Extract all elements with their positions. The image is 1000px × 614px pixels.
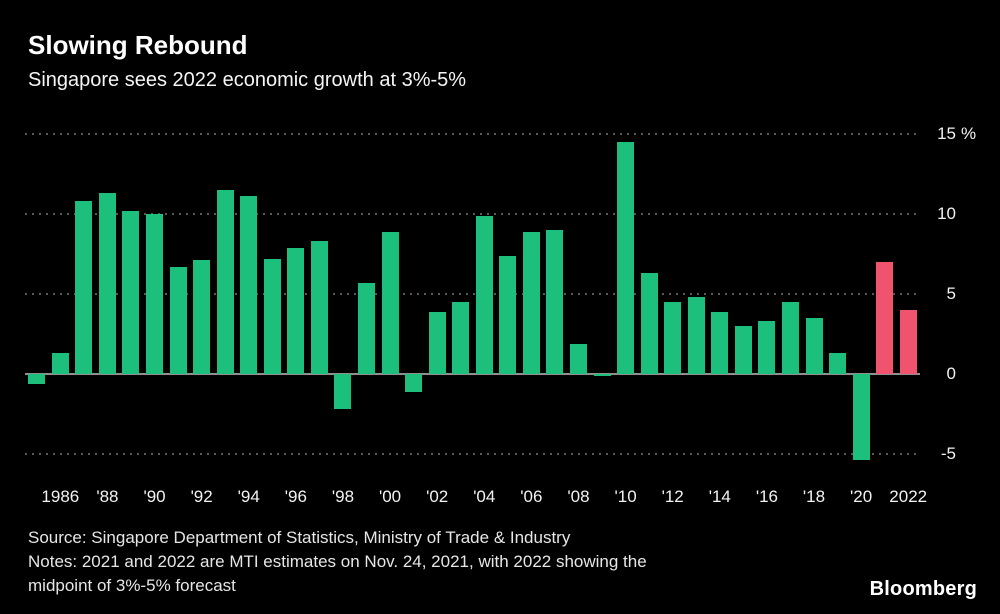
bar-2003 xyxy=(452,302,470,374)
bar-2020 xyxy=(852,374,870,461)
bar-2022 xyxy=(899,310,917,374)
bar-2011 xyxy=(640,273,658,374)
x-axis-label-2008: '08 xyxy=(567,487,590,506)
x-axis-label-1994: '94 xyxy=(237,487,260,506)
bar-2017 xyxy=(781,302,799,374)
bar-1994 xyxy=(240,196,258,374)
bar-1993 xyxy=(216,190,234,374)
notes-text-line2: midpoint of 3%-5% forecast xyxy=(28,576,236,595)
bar-2008 xyxy=(569,343,587,374)
x-axis-label-1990: '90 xyxy=(143,487,166,506)
bar-2004 xyxy=(475,215,493,374)
x-axis-label-1998: '98 xyxy=(331,487,355,506)
x-axis-label-2006: '06 xyxy=(520,487,543,506)
bar-2015 xyxy=(734,326,752,374)
bar-2012 xyxy=(664,302,682,374)
bar-1995 xyxy=(263,258,281,374)
bar-2019 xyxy=(829,353,847,374)
bar-2002 xyxy=(428,311,446,374)
bar-2007 xyxy=(546,230,564,374)
gridline-0 xyxy=(25,373,920,375)
bar-1991 xyxy=(169,266,187,374)
bar-1987 xyxy=(75,201,93,374)
bar-2010 xyxy=(617,142,635,374)
x-axis-label-2016: '16 xyxy=(755,487,778,506)
bar-1999 xyxy=(358,282,375,374)
x-axis-label-1992: '92 xyxy=(190,487,213,506)
x-axis-label-2004: '04 xyxy=(473,487,496,506)
gridline-5 xyxy=(25,293,920,295)
chart-subtitle: Singapore sees 2022 economic growth at 3… xyxy=(28,69,467,91)
bar-1989 xyxy=(122,210,140,374)
bar-2006 xyxy=(522,231,540,374)
y-axis-label-15: 15% xyxy=(937,124,977,143)
bar-2005 xyxy=(499,255,517,374)
bar-2013 xyxy=(687,297,705,374)
x-axis-label-2022: 2022 xyxy=(889,487,928,506)
bar-2009 xyxy=(593,374,611,376)
x-axis-label-2002: '02 xyxy=(426,487,449,506)
notes-text-line1: Notes: 2021 and 2022 are MTI estimates o… xyxy=(28,552,647,571)
bar-1992 xyxy=(193,260,211,374)
x-axis-label-2014: '14 xyxy=(708,487,731,506)
y-axis-unit: % xyxy=(961,124,977,143)
bar-1988 xyxy=(98,193,116,374)
x-axis-label-2012: '12 xyxy=(661,487,684,506)
chart-header: Slowing Rebound Singapore sees 2022 econ… xyxy=(28,30,466,93)
bar-2021 xyxy=(876,262,894,374)
gridline--5 xyxy=(25,453,920,455)
x-axis-label-1996: '96 xyxy=(284,487,307,506)
bar-2014 xyxy=(711,311,729,374)
bar-1998 xyxy=(334,374,352,410)
y-axis-label-0: 0 xyxy=(946,364,956,383)
x-axis-label-1986: 1986 xyxy=(41,487,80,506)
gridline-15 xyxy=(25,133,920,135)
bar-2016 xyxy=(758,321,776,374)
source-text: Source: Singapore Department of Statisti… xyxy=(28,528,571,547)
bar-1996 xyxy=(287,247,305,374)
chart-title: Slowing Rebound xyxy=(28,30,248,60)
x-axis-label-1988: '88 xyxy=(96,487,119,506)
bar-2018 xyxy=(805,318,823,374)
bar-2001 xyxy=(405,374,423,392)
bar-1997 xyxy=(310,241,328,374)
x-axis-label-2010: '10 xyxy=(614,487,637,506)
bar-1990 xyxy=(146,214,164,374)
gridline-10 xyxy=(25,213,920,215)
y-axis-label-5: 5 xyxy=(946,284,956,303)
x-axis-label-2000: '00 xyxy=(378,487,402,506)
bar-2000 xyxy=(381,231,399,374)
x-axis-label-2018: '18 xyxy=(802,487,826,506)
y-axis-label--5: -5 xyxy=(940,444,956,463)
y-axis-label-10: 10 xyxy=(937,204,956,223)
bar-1986 xyxy=(51,353,69,374)
bloomberg-logo: Bloomberg xyxy=(869,578,977,600)
bar-chart-plot-area: 15% 10 5 0 -5 1986 '88 '90 '92 '94 '96 '98 '00 '02 '04… xyxy=(25,124,976,506)
bar-1985 xyxy=(28,374,46,384)
footnotes: Source: Singapore Department of Statisti… xyxy=(28,526,647,598)
x-axis-label-2020: '20 xyxy=(850,487,873,506)
